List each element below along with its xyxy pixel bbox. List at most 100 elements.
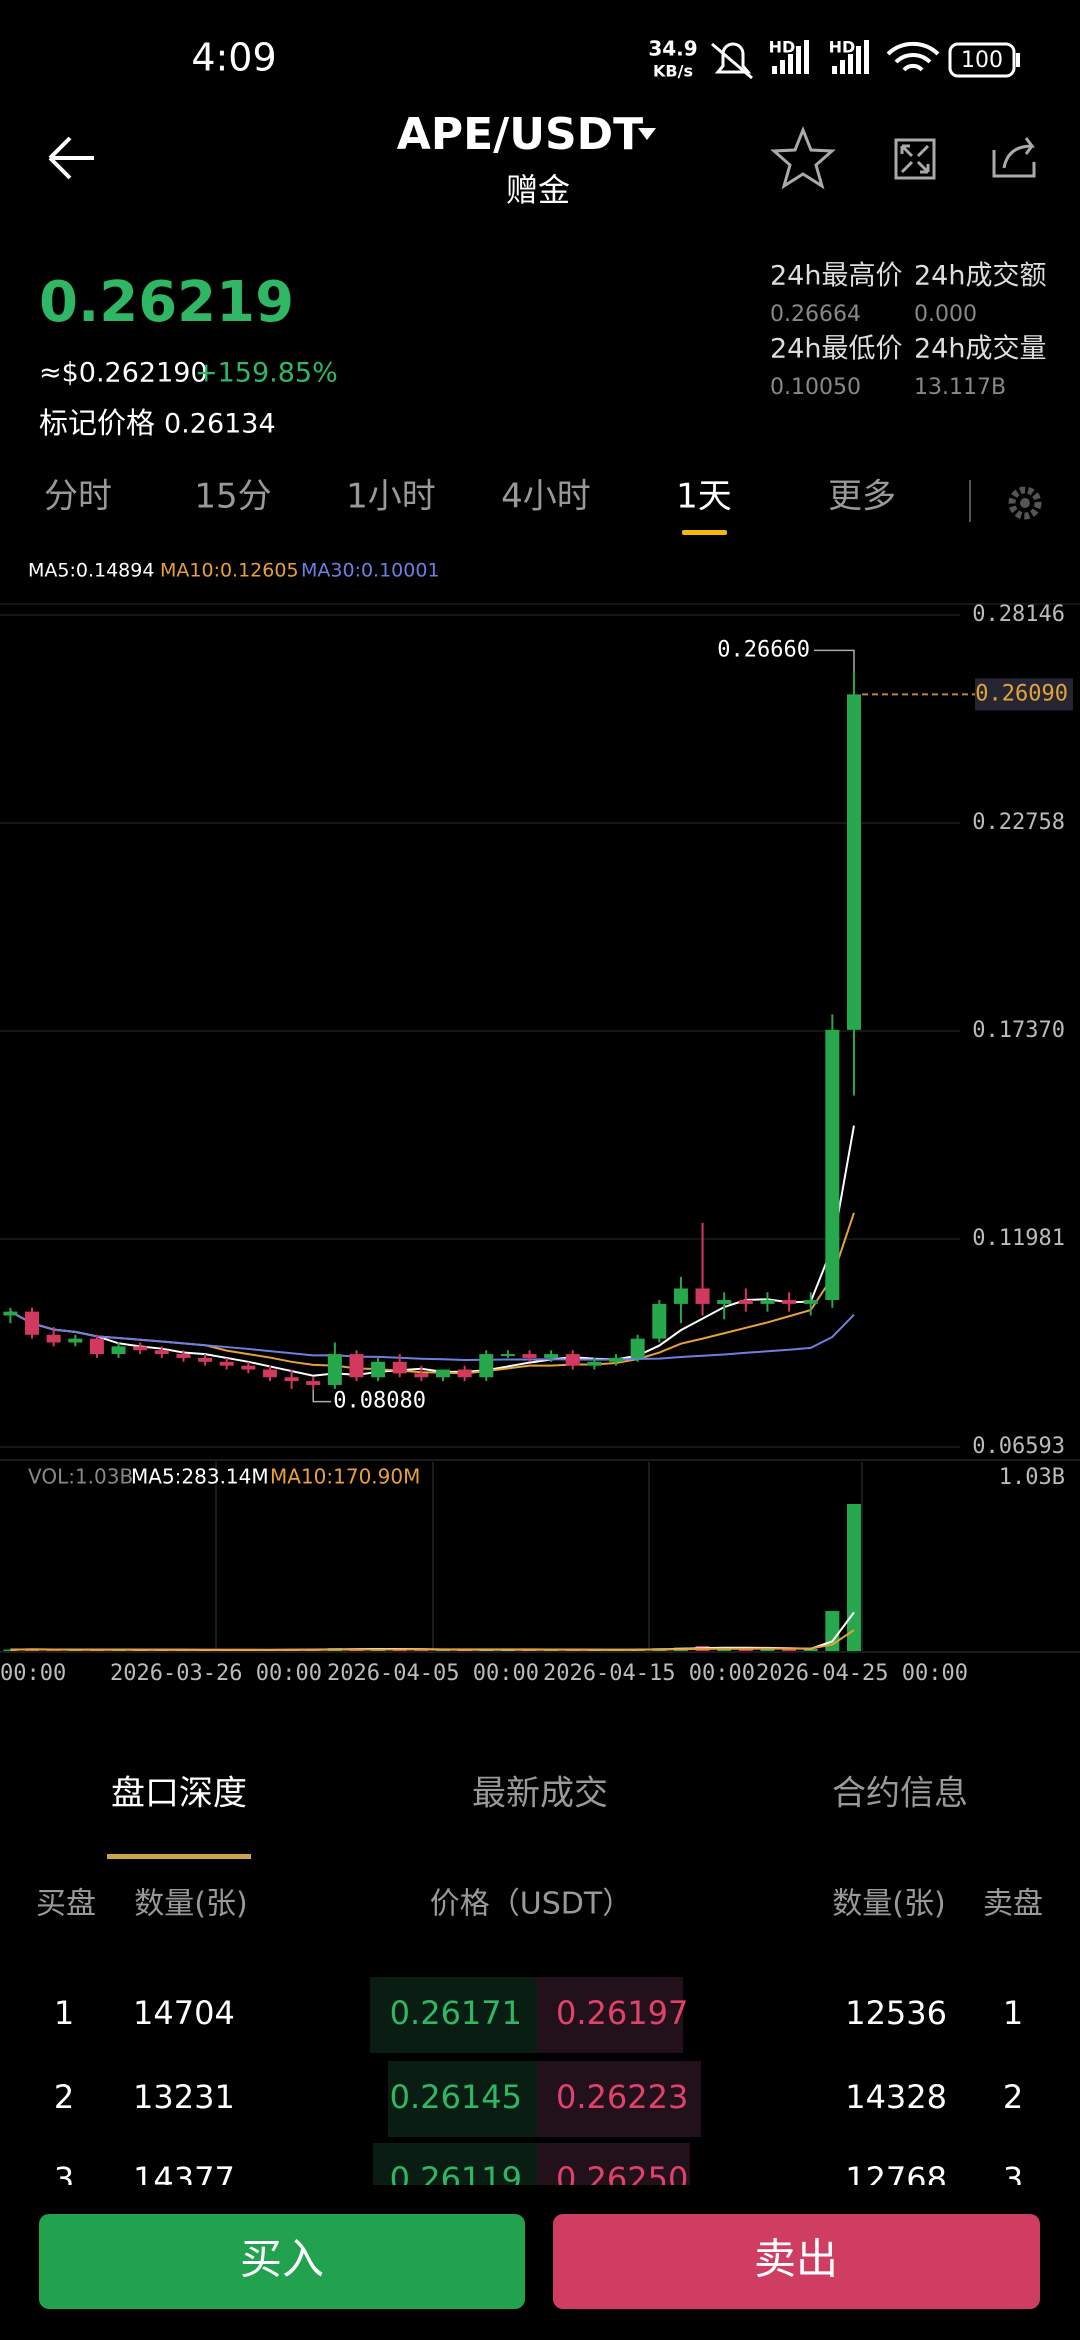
book-cell: 2 — [54, 2078, 74, 2116]
candle-body — [68, 1338, 83, 1343]
candle-body — [349, 1354, 364, 1378]
pair-subtitle: 赠金 — [506, 171, 570, 209]
pair-dropdown[interactable] — [638, 128, 656, 140]
stat-value: 13.117B — [914, 375, 1006, 400]
interval-tab[interactable]: 分时 — [44, 477, 112, 517]
book-header: 数量(张) — [134, 1887, 247, 1922]
interval-tab[interactable]: 15分 — [194, 477, 271, 517]
candle-body — [760, 1300, 775, 1304]
book-header: 卖盘 — [983, 1887, 1043, 1922]
candle-body — [371, 1361, 386, 1378]
section-tab[interactable]: 合约信息 — [832, 1774, 968, 1814]
battery-icon — [948, 42, 1016, 78]
high-label: 0.26660 — [717, 637, 810, 662]
ma-legend: MA5:0.14894 — [28, 560, 154, 582]
candle-body — [522, 1354, 537, 1358]
interval-tab[interactable]: 4小时 — [501, 477, 591, 517]
stat-value: 0.000 — [914, 302, 977, 327]
y-tick-label: 0.11981 — [972, 1226, 1065, 1251]
candle-body — [46, 1334, 61, 1343]
candle-body — [717, 1300, 732, 1304]
settings-button[interactable] — [1008, 486, 1042, 520]
candle-body — [695, 1288, 710, 1304]
book-cell: 0.26223 — [556, 2078, 688, 2116]
sell-button[interactable] — [553, 2214, 1040, 2309]
stat-label: 24h最高价 — [770, 261, 902, 292]
candle-body — [414, 1373, 429, 1378]
book-cell: 13231 — [133, 2078, 235, 2116]
change-percent: +159.85% — [195, 358, 338, 389]
x-tick-label: 00:00 — [0, 1661, 66, 1686]
book-header: 数量(张) — [832, 1887, 945, 1922]
back-button[interactable] — [48, 136, 94, 180]
y-tick-label: 0.17370 — [972, 1018, 1065, 1043]
tab-underline — [107, 1854, 251, 1859]
ma-line — [9, 1125, 855, 1377]
volume-bar — [782, 1649, 797, 1651]
candle-body — [500, 1354, 515, 1357]
candle-body — [133, 1346, 148, 1351]
candle-body — [803, 1300, 818, 1304]
mark-label: 标记价格 — [39, 406, 155, 440]
section-tab[interactable]: 盘口深度 — [111, 1774, 247, 1814]
candle-body — [587, 1361, 602, 1366]
candle-body — [782, 1300, 797, 1304]
volume-ma-line — [10, 1629, 855, 1651]
ask-depth — [537, 1977, 683, 2053]
x-tick-label: 2026-04-05 00:00 — [327, 1661, 539, 1686]
book-header: 价格（USDT） — [430, 1887, 632, 1922]
candle-body — [25, 1311, 40, 1335]
candle-body — [89, 1338, 104, 1355]
book-header: 买盘 — [36, 1887, 96, 1922]
book-cell: 0.26145 — [390, 2078, 522, 2116]
candle-body — [284, 1377, 299, 1382]
book-cell: 1 — [54, 1994, 74, 2032]
gear-hub[interactable] — [1020, 498, 1030, 508]
y-tick-label: 0.06593 — [972, 1434, 1065, 1459]
gear-teeth[interactable] — [1008, 486, 1042, 520]
interval-tab[interactable]: 1天 — [676, 477, 732, 517]
candle-body — [262, 1369, 277, 1378]
section-tab[interactable]: 最新成交 — [472, 1774, 608, 1814]
volume-bar — [414, 1649, 429, 1651]
stat-label: 24h成交额 — [914, 261, 1046, 292]
ma-legend: MA30:0.10001 — [301, 560, 440, 582]
volume-bar — [738, 1648, 753, 1651]
volume-legend: VOL:1.03B — [28, 1465, 133, 1489]
last-price-label: 0.26090 — [975, 681, 1068, 706]
volume-bar — [803, 1648, 818, 1651]
pair-title[interactable]: APE/USDT — [397, 109, 643, 160]
sell-label[interactable]: 卖出 — [754, 2235, 838, 2284]
favorite-button[interactable] — [770, 125, 836, 190]
book-cell: 12536 — [845, 1994, 947, 2032]
book-cell: 14328 — [845, 2078, 947, 2116]
buy-label[interactable]: 买入 — [240, 2235, 324, 2284]
candle-body — [306, 1381, 321, 1385]
interval-tab[interactable]: 1小时 — [346, 477, 436, 517]
candle-body — [327, 1354, 342, 1385]
volume-tick-label: 1.03B — [999, 1465, 1065, 1490]
candle-body — [392, 1361, 407, 1374]
candle-body — [652, 1303, 667, 1339]
volume-legend: MA10:170.90M — [270, 1465, 420, 1489]
candle-body — [479, 1354, 494, 1378]
candle-body — [219, 1361, 234, 1366]
volume-bar — [3, 1649, 18, 1651]
stat-label: 24h成交量 — [914, 334, 1046, 365]
candle-body — [154, 1350, 169, 1355]
bid-depth — [388, 2061, 537, 2137]
candle-body — [176, 1354, 191, 1358]
battery-tip — [1016, 53, 1020, 67]
share-button[interactable] — [992, 137, 1036, 178]
mute-icon — [711, 42, 753, 80]
usd-price: ≈$0.262190 — [39, 358, 208, 389]
net-unit: KB/s — [653, 62, 693, 81]
book-cell: 1 — [1003, 1994, 1023, 2032]
high-pointer — [814, 649, 855, 673]
fullscreen-button[interactable] — [894, 138, 936, 180]
candle-body — [825, 1029, 840, 1301]
interval-tab[interactable]: 更多 — [828, 477, 896, 517]
buy-button[interactable] — [39, 2214, 525, 2309]
ask-depth — [537, 2061, 701, 2137]
